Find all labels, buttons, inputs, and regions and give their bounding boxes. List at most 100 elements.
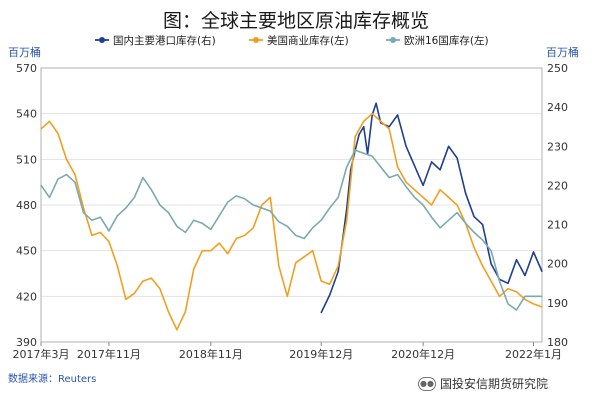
data-point <box>142 280 144 282</box>
x-tick-label: 2022年1月 <box>505 347 562 361</box>
legend-label: 欧洲16国库存(左) <box>404 34 489 47</box>
data-point <box>227 201 229 203</box>
data-point <box>303 256 305 258</box>
data-point <box>269 210 271 212</box>
data-point <box>541 270 543 273</box>
data-point <box>159 288 161 290</box>
data-point <box>541 295 543 297</box>
data-point <box>150 189 152 191</box>
data-point <box>524 274 526 277</box>
data-point <box>456 204 458 206</box>
data-point <box>524 298 526 300</box>
data-point <box>422 196 424 198</box>
watermark-text: 国投安信期货研究院 <box>440 377 549 391</box>
data-point <box>65 173 68 176</box>
data-point <box>235 237 237 240</box>
data-point <box>350 169 352 171</box>
data-point <box>414 189 416 191</box>
data-point <box>218 242 220 244</box>
data-point <box>286 295 288 297</box>
right-tick-label: 180 <box>547 336 568 349</box>
data-point <box>278 265 280 267</box>
data-point <box>125 298 127 300</box>
data-point <box>490 263 492 265</box>
left-tick-label: 480 <box>16 199 37 212</box>
data-point <box>176 329 178 331</box>
data-point <box>405 186 407 188</box>
data-point <box>99 216 102 218</box>
right-tick-label: 250 <box>547 62 568 75</box>
right-axis-unit: 百万桶 <box>546 45 579 59</box>
data-point <box>380 166 382 168</box>
data-point <box>388 126 390 128</box>
data-point <box>507 288 509 290</box>
data-point <box>388 128 390 130</box>
data-point <box>363 120 365 122</box>
data-point <box>473 231 475 233</box>
data-point <box>184 231 186 233</box>
data-point <box>405 145 407 147</box>
data-point <box>447 145 450 147</box>
data-point <box>371 155 373 157</box>
data-point <box>40 128 42 130</box>
data-point <box>125 207 127 209</box>
data-point <box>498 295 501 297</box>
data-point <box>329 283 331 285</box>
data-point <box>176 225 178 227</box>
data-point <box>346 208 348 210</box>
data-point <box>150 277 152 279</box>
data-point <box>295 234 297 237</box>
data-point <box>329 207 331 209</box>
data-point <box>431 216 433 218</box>
data-point <box>91 219 93 221</box>
data-point <box>422 204 424 206</box>
data-point <box>252 227 254 229</box>
data-point <box>108 230 110 232</box>
data-point <box>210 250 212 252</box>
data-point <box>456 157 458 159</box>
data-point <box>57 178 59 180</box>
series-line-3 <box>40 149 542 311</box>
data-point <box>481 223 484 226</box>
data-point <box>414 196 416 198</box>
data-point <box>48 196 51 198</box>
data-point <box>524 295 526 297</box>
right-tick-label: 210 <box>547 219 568 232</box>
data-point <box>507 282 509 284</box>
data-point <box>269 196 271 198</box>
series-line-1 <box>320 102 543 313</box>
data-point <box>133 292 136 294</box>
data-point <box>337 265 339 267</box>
data-point <box>346 219 348 221</box>
data-point <box>82 207 85 209</box>
data-point <box>354 135 356 138</box>
x-tick-label: 2019年12月 <box>289 347 353 361</box>
right-tick-label: 220 <box>547 179 568 192</box>
data-point <box>481 239 484 241</box>
data-point <box>439 169 441 171</box>
data-point <box>456 212 458 214</box>
data-point <box>82 212 85 214</box>
data-point <box>532 251 535 253</box>
data-point <box>397 173 399 176</box>
data-point <box>532 303 535 305</box>
data-point <box>320 312 322 314</box>
x-tick-label: 2017年11月 <box>77 347 141 361</box>
data-point <box>431 204 433 206</box>
data-point <box>337 196 339 198</box>
x-tick-label: 2018年11月 <box>179 347 243 361</box>
data-point <box>490 250 492 252</box>
data-point <box>184 310 186 313</box>
data-point <box>358 133 360 136</box>
x-tick-label: 2020年12月 <box>391 347 455 361</box>
legend-marker <box>253 37 259 43</box>
data-point <box>65 158 68 160</box>
data-point <box>74 173 76 176</box>
data-point <box>507 303 509 305</box>
data-point <box>320 219 322 221</box>
data-point <box>227 253 229 255</box>
data-point <box>295 262 297 264</box>
data-point <box>48 120 51 122</box>
data-point <box>464 222 467 224</box>
x-tick-label: 2017年3月 <box>13 347 70 361</box>
